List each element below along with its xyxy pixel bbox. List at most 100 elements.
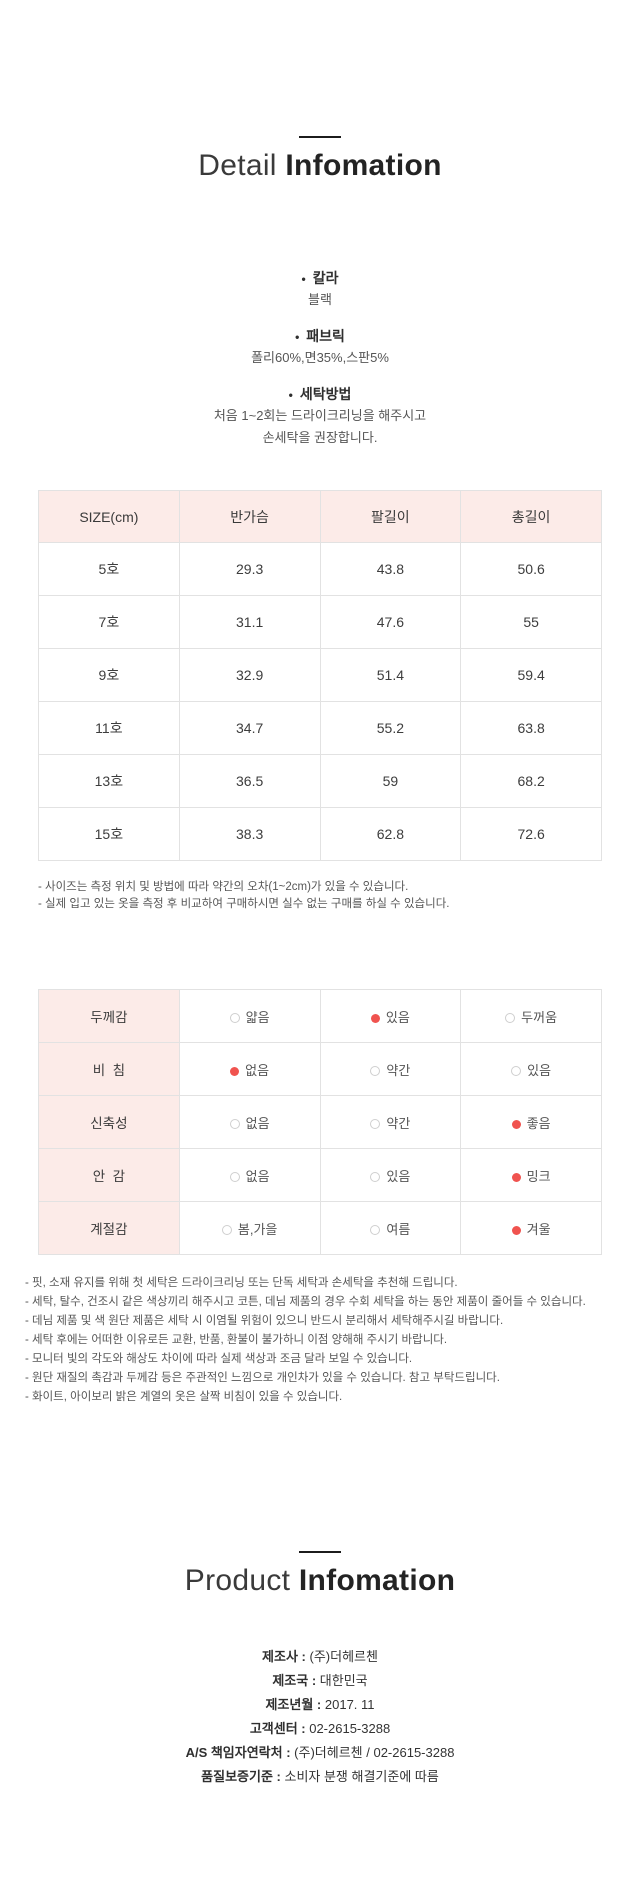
product-info-value: (주)더헤르첸 / 02-2615-3288 [294,1745,455,1760]
size-cell: 29.3 [178,542,321,596]
size-notes: - 사이즈는 측정 위치 및 방법에 따라 약간의 오차(1~2cm)가 있을 … [38,879,602,913]
size-cell: 11호 [38,701,180,755]
spec-washing-heading: • 세탁방법 [0,384,640,405]
size-cell: 62.8 [319,807,462,861]
product-info-warranty: 품질보증기준 : 소비자 분쟁 해결기준에 따름 [201,1769,439,1784]
size-note-line: - 사이즈는 측정 위치 및 방법에 따라 약간의 오차(1~2cm)가 있을 … [38,881,409,893]
attr-option-label: 밍크 [526,1168,551,1184]
size-cell: 7호 [38,595,180,649]
spec-fabric: • 패브릭 폴리60%,면35%,스판5% [0,326,640,369]
attr-option: 약간 [319,1095,462,1149]
spec-washing-value-line1: 처음 1~2회는 드라이크리닝을 해주시고 [213,408,427,423]
care-note-line: - 모니터 빛의 각도와 해상도 차이에 따라 실제 색상과 조금 달라 보일 … [25,1353,413,1365]
radio-icon [229,1118,240,1129]
size-cell: 31.1 [178,595,321,649]
attr-option: 있음 [460,1042,602,1096]
attr-option-label: 여름 [386,1221,411,1237]
size-cell: 55.2 [319,701,462,755]
bullet-icon: • [288,388,293,402]
radio-icon [370,1118,381,1129]
attr-label: 신축성 [38,1095,180,1149]
bullet-icon: • [295,330,300,344]
care-note-line: - 세탁 후에는 어떠한 이유로든 교환, 반품, 환불이 불가하니 이점 양해… [25,1334,448,1346]
size-cell: 32.9 [178,648,321,702]
attr-label: 계절감 [38,1201,180,1255]
radio-icon [511,1172,521,1182]
product-info-country: 제조국 : 대한민국 [272,1673,368,1688]
spec-fabric-value: 폴리60%,면35%,스판5% [251,350,389,365]
size-table-row: 13호 36.5 59 68.2 [38,754,602,808]
care-note-line: - 데님 제품 및 색 원단 제품은 세탁 시 이염될 위험이 있으니 반드시 … [25,1315,504,1327]
size-table-row: 5호 29.3 43.8 50.6 [38,542,602,596]
size-cell: 72.6 [460,807,602,861]
attr-option-label: 없음 [245,1115,270,1131]
size-table-header-size: SIZE(cm) [38,490,180,543]
size-cell: 13호 [38,754,180,808]
attr-option-label: 있음 [385,1009,410,1025]
size-note-line: - 실제 입고 있는 옷을 측정 후 비교하여 구매하시면 실수 없는 구매를 … [38,898,450,910]
attr-option-label: 있음 [386,1168,411,1184]
size-table-header-sleeve: 팔길이 [319,490,462,543]
detail-title-light: Detail [198,149,277,182]
attr-option: 약간 [319,1042,462,1096]
attr-option-label: 봄,가을 [237,1221,278,1237]
radio-icon [370,1013,380,1023]
attr-option-label: 두꺼움 [521,1009,558,1025]
size-cell: 34.7 [178,701,321,755]
radio-icon [229,1171,240,1182]
care-notes: - 핏, 소재 유지를 위해 첫 세탁은 드라이크리닝 또는 단독 세탁과 손세… [25,1274,615,1407]
radio-icon [370,1224,381,1235]
attr-option-label: 약간 [386,1115,411,1131]
spec-color: • 칼라 블랙 [0,268,640,311]
size-cell: 15호 [38,807,180,861]
size-cell: 5호 [38,542,180,596]
attr-option: 봄,가을 [178,1201,321,1255]
size-table-row: 11호 34.7 55.2 63.8 [38,701,602,755]
spec-color-heading: • 칼라 [0,268,640,289]
spec-list: • 칼라 블랙 • 패브릭 폴리60%,면35%,스판5% • 세탁방법 처음 1~2… [0,268,640,449]
attr-option: 있음 [319,989,462,1043]
attr-option: 겨울 [460,1201,602,1255]
size-cell: 59 [319,754,462,808]
attr-option: 없음 [178,1095,321,1149]
product-info-value: 소비자 분쟁 해결기준에 따름 [284,1769,439,1784]
spec-fabric-label: 패브릭 [306,328,345,344]
radio-icon [229,1012,240,1023]
size-table-row: 9호 32.9 51.4 59.4 [38,648,602,702]
size-cell: 50.6 [460,542,602,596]
size-cell: 51.4 [319,648,462,702]
attr-option-label: 없음 [245,1168,270,1184]
attr-option: 좋음 [460,1095,602,1149]
product-info-value: (주)더헤르첸 [309,1649,378,1664]
care-note-line: - 세탁, 탈수, 건조시 같은 색상끼리 해주시고 코튼, 데님 제품의 경우… [25,1296,586,1308]
size-cell: 38.3 [178,807,321,861]
attr-option-label: 약간 [386,1062,411,1078]
attr-row-season: 계절감 봄,가을 여름 겨울 [38,1201,602,1255]
radio-icon [505,1012,516,1023]
size-cell: 9호 [38,648,180,702]
title-divider-line [299,136,341,138]
attr-option-label: 얇음 [245,1009,270,1025]
product-title-bold: Infomation [298,1564,456,1597]
attr-option-label: 겨울 [526,1221,551,1237]
size-table-row: 7호 31.1 47.6 55 [38,595,602,649]
size-cell: 43.8 [319,542,462,596]
product-info-date: 제조년월 : 2017. 11 [265,1697,375,1712]
product-info-as-contact: A/S 책임자연락처 : (주)더헤르첸 / 02-2615-3288 [185,1745,455,1760]
spec-fabric-heading: • 패브릭 [0,326,640,347]
care-note-line: - 화이트, 아이보리 밝은 계열의 옷은 살짝 비침이 있을 수 있습니다. [25,1391,343,1403]
size-cell: 36.5 [178,754,321,808]
spec-color-value: 블랙 [308,292,332,307]
attr-option: 없음 [178,1148,321,1202]
attr-option: 있음 [319,1148,462,1202]
product-info-list: 제조사 : (주)더헤르첸 제조국 : 대한민국 제조년월 : 2017. 11… [0,1645,640,1789]
radio-icon [511,1119,521,1129]
spec-washing-value-line2: 손세탁을 권장합니다. [262,430,378,445]
attr-option-label: 좋음 [526,1115,551,1131]
radio-icon [221,1224,232,1235]
attr-label: 비 침 [38,1042,180,1096]
radio-icon [370,1065,381,1076]
care-note-line: - 원단 재질의 촉감과 두께감 등은 주관적인 느낌으로 개인차가 있을 수 … [25,1372,500,1384]
attr-option-label: 있음 [527,1062,552,1078]
size-table-row: 15호 38.3 62.8 72.6 [38,807,602,861]
